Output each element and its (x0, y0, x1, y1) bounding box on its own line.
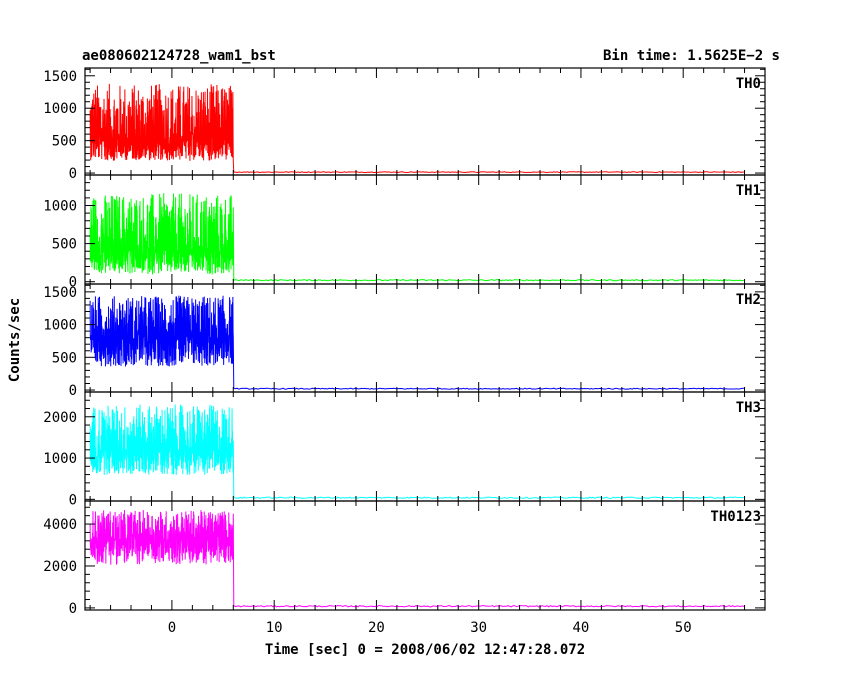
y-tick-label: 0 (69, 601, 77, 617)
series-line-th3 (89, 404, 745, 499)
y-tick-label: 0 (69, 383, 77, 399)
y-tick-label: 0 (69, 166, 77, 182)
panel-frame-th0123 (84, 500, 766, 611)
x-axis-label: Time [sec] 0 = 2008/06/02 12:47:28.072 (265, 642, 585, 658)
panel-frame-th2 (84, 283, 766, 393)
y-tick-label: 1000 (43, 451, 77, 467)
x-tick-label: 20 (368, 620, 385, 636)
y-tick-label: 500 (52, 237, 77, 253)
y-tick-label: 1500 (43, 285, 77, 301)
bin-time-label: Bin time: 1.5625E−2 s (603, 48, 780, 64)
y-tick-label: 1000 (43, 318, 77, 334)
y-tick-label: 2000 (43, 410, 77, 426)
y-tick-label: 1000 (43, 198, 77, 214)
x-tick-label: 30 (470, 620, 487, 636)
x-tick-label: 40 (573, 620, 590, 636)
panel-label-th2: TH2 (736, 292, 761, 308)
panel-label-th1: TH1 (736, 183, 761, 199)
series-line-th0 (89, 83, 745, 173)
panel-label-th0: TH0 (736, 76, 761, 92)
y-tick-label: 500 (52, 134, 77, 150)
x-tick-label: 10 (266, 620, 283, 636)
y-tick-label: 0 (69, 492, 77, 508)
panel-label-th3: TH3 (736, 400, 761, 416)
y-tick-label: 2000 (43, 559, 77, 575)
series-line-th1 (89, 193, 745, 282)
x-tick-label: 0 (168, 620, 176, 636)
y-tick-label: 500 (52, 350, 77, 366)
y-tick-label: 1500 (43, 69, 77, 85)
x-tick-label: 50 (675, 620, 692, 636)
y-axis-label: Counts/sec (7, 298, 23, 382)
object-title: ae080602124728_wam1_bst (82, 48, 276, 64)
panel-label-th0123: TH0123 (710, 509, 761, 525)
series-line-th2 (89, 295, 745, 390)
series-line-th0123 (89, 510, 745, 608)
y-tick-label: 0 (69, 275, 77, 291)
y-tick-label: 4000 (43, 517, 77, 533)
y-tick-label: 1000 (43, 101, 77, 117)
